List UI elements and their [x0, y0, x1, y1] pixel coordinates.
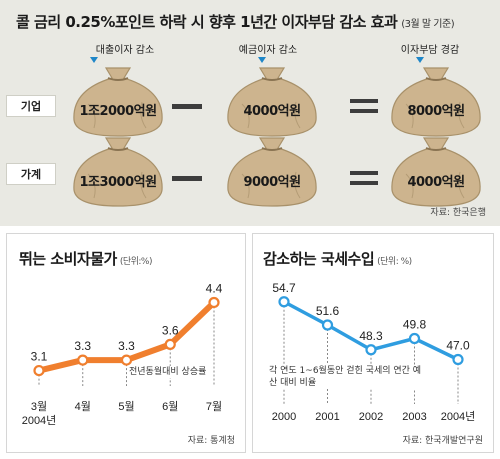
cpi-data-point — [120, 354, 133, 366]
tax-chart-title: 감소하는 국세수입 (단위: %) — [263, 248, 412, 269]
money-bag-icon — [73, 137, 163, 207]
cpi-category-label: 3월 — [31, 400, 47, 413]
interest-burden-panel: 콜 금리 0.25%포인트 하락 시 향후 1년간 이자부담 감소 효과 (3월 … — [0, 0, 500, 226]
tax-value-label: 48.3 — [359, 329, 383, 343]
cpi-annotation: 전년동월대비 상승률 — [129, 366, 207, 378]
cpi-source: 자료: 통계청 — [187, 436, 235, 446]
arrow-down-icon — [416, 57, 424, 63]
top-title-text: 콜 금리 0.25%포인트 하락 시 향후 1년간 이자부담 감소 효과 — [16, 13, 398, 31]
arrow-down-icon — [90, 57, 98, 63]
cpi-value-label: 3.3 — [74, 339, 91, 353]
household-loan-value: 1조3000억원 — [79, 175, 157, 190]
column-header-deposit: 예금이자 감소 — [238, 45, 298, 56]
tax-data-point — [452, 353, 464, 366]
money-bag-icon — [391, 67, 481, 137]
tax-value-label: 47.0 — [446, 339, 470, 353]
money-bag-icon — [227, 137, 317, 207]
cpi-category-label: 5월 — [118, 400, 134, 413]
cpi-title-text: 뛰는 소비자물가 — [19, 250, 117, 268]
cpi-data-point — [164, 338, 176, 350]
column-header-relief: 이자부담 경감 — [400, 45, 460, 56]
tax-category-label: 2001 — [315, 411, 339, 423]
equals-icon — [350, 171, 378, 185]
row-label-business: 기업 — [6, 95, 56, 117]
row-label-household: 가계 — [6, 163, 56, 185]
equals-icon — [350, 99, 378, 113]
cpi-value-label: 3.6 — [162, 323, 179, 337]
cpi-year-label: 2004년 — [22, 414, 57, 427]
tax-data-point — [278, 296, 290, 308]
cpi-data-point — [208, 296, 220, 309]
column-header-loan: 대출이자 감소 — [95, 45, 155, 56]
tax-data-point — [321, 319, 334, 331]
tax-annotation: 각 연도 1~6월동안 걷힌 국세의 연간 예산 대비 비율 — [269, 365, 429, 389]
cpi-chart-title: 뛰는 소비자물가 (단위:%) — [19, 248, 153, 269]
tax-category-label: 2002 — [359, 411, 383, 423]
cpi-value-label: 3.1 — [31, 350, 48, 364]
cpi-data-point — [77, 354, 89, 366]
tax-category-label: 2004년 — [441, 410, 476, 423]
business-loan-value: 1조2000억원 — [79, 104, 157, 119]
household-deposit-value: 9000억원 — [243, 175, 301, 190]
cpi-unit: (단위:%) — [119, 257, 153, 267]
tax-revenue-line-chart: 54.7 51.6 48.3 49.8 47.0 2000 2001 2002 2003 2004… — [272, 281, 476, 423]
cpi-chart-panel: 뛰는 소비자물가 (단위:%) 3.1 3.3 3.3 3.6 4.4 3월 4월 5월 6월 7월… — [6, 233, 246, 453]
tax-data-point — [408, 332, 421, 345]
tax-revenue-chart-panel: 감소하는 국세수입 (단위: %) 54.7 51.6 48.3 49.8 47.0 200… — [252, 233, 494, 453]
top-title: 콜 금리 0.25%포인트 하락 시 향후 1년간 이자부담 감소 효과 (3월 … — [16, 11, 455, 32]
business-relief-value: 8000억원 — [407, 104, 465, 119]
arrow-down-icon — [258, 57, 266, 63]
cpi-line-chart: 3.1 3.3 3.3 3.6 4.4 3월 4월 5월 6월 7월 2004년 — [22, 281, 223, 427]
money-bag-icon — [391, 137, 481, 207]
minus-icon — [172, 176, 202, 181]
minus-icon — [172, 104, 202, 109]
business-deposit-value: 4000억원 — [243, 104, 301, 119]
cpi-category-label: 6월 — [162, 400, 178, 413]
household-relief-value: 4000억원 — [407, 175, 465, 190]
tax-value-label: 54.7 — [272, 281, 296, 295]
cpi-value-label: 4.4 — [206, 281, 223, 295]
tax-value-label: 49.8 — [403, 318, 427, 332]
cpi-data-point — [33, 364, 45, 377]
cpi-value-label: 3.3 — [118, 339, 135, 353]
tax-source: 자료: 한국개발연구원 — [402, 436, 483, 446]
cpi-category-label: 4월 — [75, 400, 91, 413]
money-bag-icon — [73, 67, 163, 137]
top-source: 자료: 한국은행 — [430, 208, 486, 218]
tax-value-label: 51.6 — [316, 304, 340, 318]
top-note: (3월 말 기준) — [401, 19, 455, 30]
tax-title-text: 감소하는 국세수입 — [263, 250, 375, 268]
tax-category-label: 2000 — [272, 411, 296, 423]
cpi-category-label: 7월 — [206, 400, 222, 413]
tax-category-label: 2003 — [402, 411, 426, 423]
tax-data-point — [365, 344, 377, 356]
money-bag-icon — [227, 67, 317, 137]
tax-unit: (단위: %) — [377, 257, 412, 267]
